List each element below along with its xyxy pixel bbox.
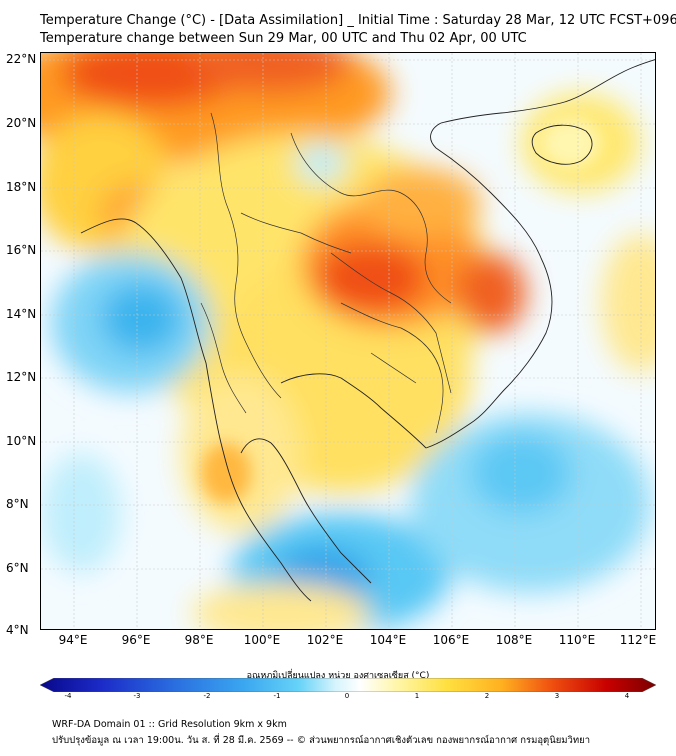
map-canvas	[41, 53, 655, 629]
lon-label-106: 106°E	[432, 633, 470, 647]
footer-line-1: WRF-DA Domain 01 :: Grid Resolution 9km …	[52, 719, 287, 730]
lon-label-100: 100°E	[243, 633, 281, 647]
lat-label-20: 20°N	[6, 116, 37, 130]
colorbar-tick: -1	[273, 692, 281, 700]
lat-label-12: 12°N	[6, 370, 37, 384]
colorbar-tick: 3	[554, 692, 560, 700]
lat-label-6: 6°N	[6, 561, 29, 575]
lat-label-8: 8°N	[6, 497, 29, 511]
colorbar-title: อุณหภูมิเปลี่ยนแปลง หน่วย องศาเซลเซียส (…	[246, 671, 430, 681]
lat-label-14: 14°N	[6, 307, 37, 321]
graticule	[41, 53, 655, 629]
coastlines	[80, 59, 655, 602]
colorbar-tick: 0	[344, 692, 350, 700]
title-line-2: Temperature change between Sun 29 Mar, 0…	[40, 31, 527, 46]
lon-label-108: 108°E	[495, 633, 533, 647]
lon-label-102: 102°E	[306, 633, 344, 647]
lat-label-4: 4°N	[6, 623, 29, 637]
lon-label-96: 96°E	[121, 633, 151, 647]
lon-label-112: 112°E	[619, 633, 657, 647]
colorbar-tick: 4	[624, 692, 630, 700]
lon-label-104: 104°E	[369, 633, 407, 647]
colorbar-tick: 1	[414, 692, 420, 700]
colorbar-tick: 2	[484, 692, 490, 700]
lat-label-10: 10°N	[6, 434, 37, 448]
colorbar-tick: -2	[203, 692, 211, 700]
lat-label-22: 22°N	[6, 52, 37, 66]
lon-label-110: 110°E	[558, 633, 596, 647]
country-borders	[200, 112, 452, 434]
lon-label-98: 98°E	[184, 633, 214, 647]
lat-label-18: 18°N	[6, 180, 37, 194]
lat-label-16: 16°N	[6, 243, 37, 257]
title-line-1: Temperature Change (°C) - [Data Assimila…	[40, 13, 676, 28]
temperature-change-map[interactable]	[40, 52, 656, 630]
lon-label-94: 94°E	[58, 633, 88, 647]
colorbar-tick: -3	[133, 692, 141, 700]
colorbar	[40, 678, 656, 692]
colorbar-tick: -4	[64, 692, 72, 700]
footer-line-2: ปรับปรุงข้อมูล ณ เวลา 19:00น. วัน ส. ที่…	[52, 735, 591, 746]
